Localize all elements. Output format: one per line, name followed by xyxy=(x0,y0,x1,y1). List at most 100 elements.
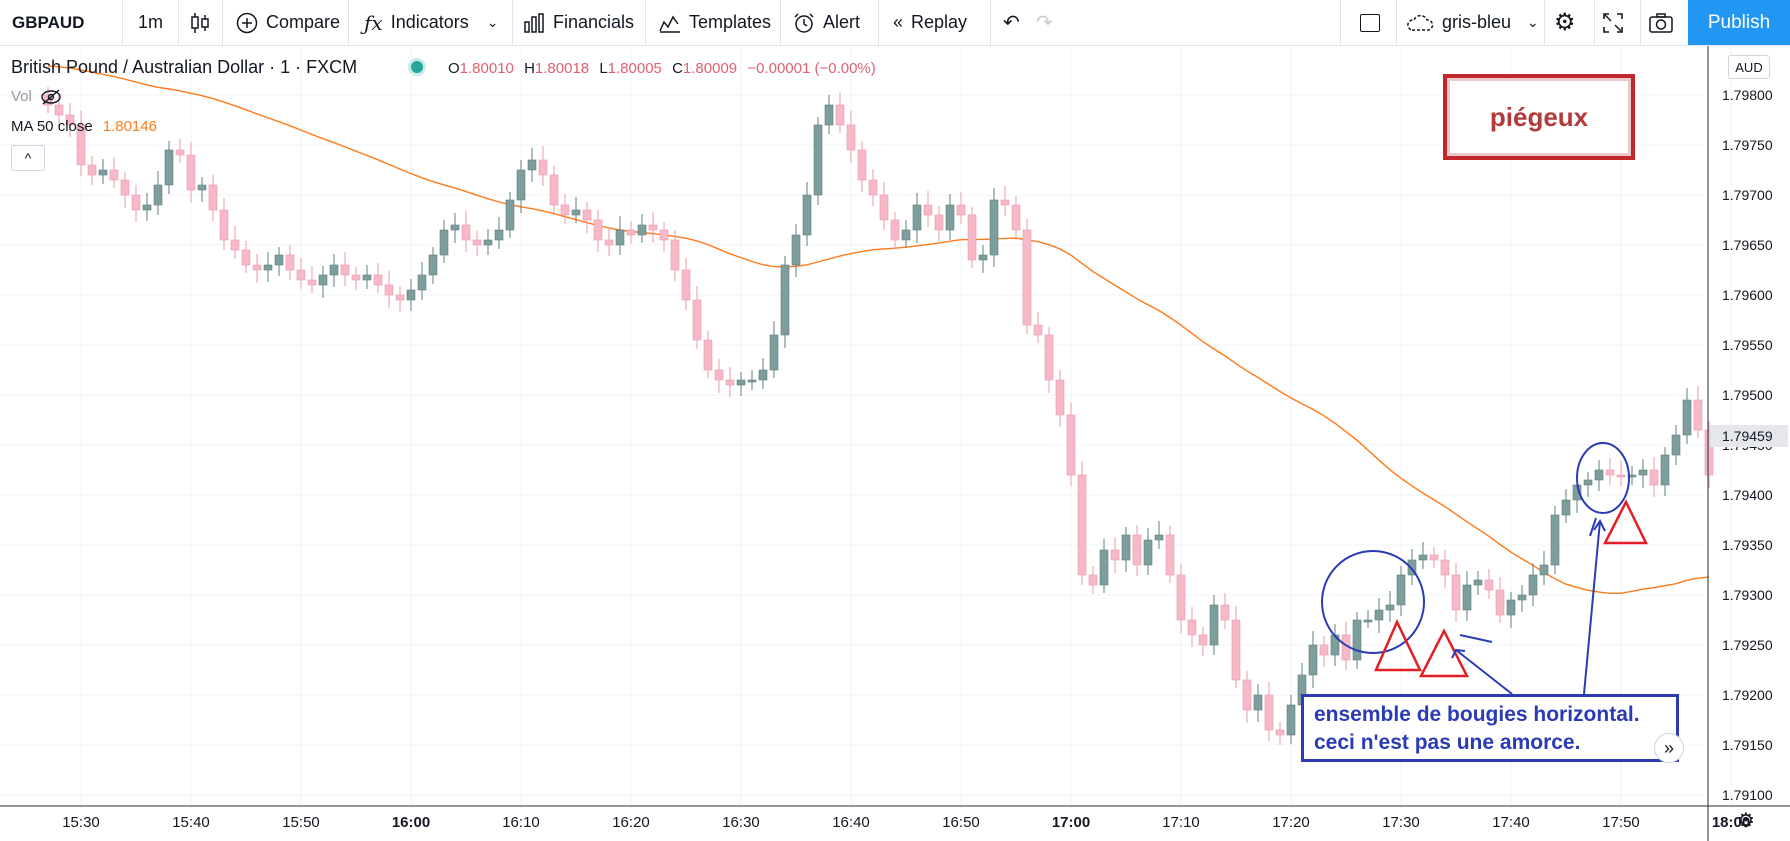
price-axis[interactable]: 1.79800 1.79750 1.79700 1.79650 1.79600 1.795… xyxy=(1707,46,1788,841)
candle-body xyxy=(1066,414,1076,476)
double-chevron-right-icon: » xyxy=(1663,737,1674,758)
market-status-dot xyxy=(411,61,423,73)
snapshot-button[interactable] xyxy=(1648,0,1674,45)
candle-body xyxy=(263,264,273,271)
candle-body xyxy=(758,369,768,381)
templates-label: Templates xyxy=(689,12,772,32)
open-value: 1.80010 xyxy=(459,60,514,77)
compare-button[interactable]: Compare xyxy=(236,0,340,45)
axis-settings-button[interactable]: ⚙ xyxy=(1737,808,1755,833)
gear-icon: ⚙ xyxy=(1554,9,1576,36)
candle-body xyxy=(1561,499,1571,516)
current-price-tag xyxy=(1710,425,1788,447)
ma-value: 1.80146 xyxy=(102,118,157,135)
annotation-title-box[interactable]: piégeux xyxy=(1443,74,1635,160)
symbol-search-button[interactable]: GBPAUD xyxy=(12,0,84,45)
change-value: −0.00001 (−0.00%) xyxy=(747,60,876,77)
candle-body xyxy=(428,254,438,276)
candle-body xyxy=(1473,579,1483,586)
candle-body xyxy=(175,149,185,156)
cloud-icon xyxy=(1407,14,1434,31)
candle-body xyxy=(725,379,735,386)
candle-body xyxy=(1132,534,1142,566)
replay-button[interactable]: « Replay xyxy=(893,0,967,45)
candle-body xyxy=(340,264,350,276)
candle-body xyxy=(1407,559,1417,576)
candle-body xyxy=(637,224,647,236)
candle-body xyxy=(373,274,383,286)
fullscreen-button[interactable] xyxy=(1602,0,1624,45)
annotation-triangle xyxy=(1602,499,1649,545)
redo-button[interactable]: ↷ xyxy=(1036,0,1053,45)
publish-button[interactable]: Publish xyxy=(1688,0,1790,45)
price-tick-label: 1.79800 xyxy=(1722,87,1773,103)
chevron-down-icon: ⌄ xyxy=(1527,14,1539,30)
time-tick-label: 17:50 xyxy=(1602,814,1640,831)
time-tick-label: 18:00 xyxy=(1712,814,1750,831)
candle-body xyxy=(1110,549,1120,561)
annotation-arrow-head xyxy=(1593,519,1606,532)
financials-button[interactable]: Financials xyxy=(523,0,634,45)
undo-button[interactable]: ↶ xyxy=(1003,0,1020,45)
close-key: C xyxy=(672,60,683,77)
time-tick-label: 17:20 xyxy=(1272,814,1310,831)
price-chart[interactable]: 1.79800 1.79750 1.79700 1.79650 1.79600 1.795… xyxy=(0,46,1790,841)
candle-body xyxy=(857,149,867,181)
hidden-eye-icon[interactable] xyxy=(40,89,62,105)
candle-body xyxy=(87,164,97,176)
scroll-to-realtime-button[interactable]: » xyxy=(1654,733,1684,763)
candle-body xyxy=(1451,574,1461,611)
time-axis[interactable]: 15:30 15:40 15:50 16:00 16:10 16:20 16:30 16:40… xyxy=(0,805,1790,831)
add-circle-icon xyxy=(236,12,258,33)
candle-body xyxy=(131,194,141,211)
chart-type-button[interactable] xyxy=(190,0,210,45)
annotation-drawings xyxy=(1321,442,1649,695)
currency-badge[interactable]: AUD xyxy=(1728,55,1770,79)
candle-body xyxy=(615,229,625,246)
annotation-note-box[interactable]: ensemble de bougies horizontal. ceci n'e… xyxy=(1301,694,1679,762)
square-icon xyxy=(1360,13,1380,32)
candle-body xyxy=(252,264,262,271)
ma-polyline xyxy=(47,65,1710,595)
fullscreen-select-button[interactable] xyxy=(1360,0,1380,45)
symbol-label: GBPAUD xyxy=(12,12,85,32)
candle-body xyxy=(1077,474,1087,576)
price-tick-label: 1.79700 xyxy=(1722,187,1773,203)
candle-body xyxy=(692,299,702,341)
candle-body xyxy=(296,269,306,281)
candle-body xyxy=(417,274,427,291)
candle-body xyxy=(395,294,405,301)
candle-body xyxy=(1539,564,1549,576)
candle-body xyxy=(197,184,207,191)
interval-button[interactable]: 1m xyxy=(138,0,163,45)
volume-legend[interactable]: Vol xyxy=(11,88,62,105)
candle-body xyxy=(571,209,581,216)
settings-button[interactable]: ⚙ xyxy=(1554,0,1576,45)
candle-body xyxy=(670,239,680,271)
candle-body xyxy=(318,274,328,286)
compare-label: Compare xyxy=(266,12,341,32)
ma-legend[interactable]: MA 50 close 1.80146 xyxy=(11,118,157,135)
candle-body xyxy=(241,249,251,266)
candle-body xyxy=(98,169,108,176)
layout-menu-button[interactable]: gris-bleu ⌄ xyxy=(1406,0,1539,45)
close-value: 1.80009 xyxy=(682,60,738,77)
alert-button[interactable]: Alert xyxy=(793,0,860,45)
candle-body xyxy=(1418,554,1428,561)
candle-body xyxy=(483,239,493,246)
candle-body xyxy=(1660,454,1670,486)
candle-body xyxy=(879,194,889,221)
publish-label: Publish xyxy=(1707,11,1771,33)
candle-body xyxy=(274,254,284,266)
templates-button[interactable]: Templates xyxy=(659,0,771,45)
candle-body xyxy=(1011,204,1021,231)
time-tick-label: 15:30 xyxy=(62,814,100,831)
indicators-button[interactable]: ƒx Indicators ⌄ xyxy=(364,0,498,45)
candle-body xyxy=(1693,399,1703,431)
candle-body xyxy=(1308,644,1318,676)
candle-body xyxy=(230,239,240,251)
chevron-up-icon: ^ xyxy=(24,150,32,166)
symbol-legend-title[interactable]: British Pound / Australian Dollar · 1 · … xyxy=(11,57,358,77)
collapse-legend-button[interactable]: ^ xyxy=(11,145,45,171)
candle-body xyxy=(219,209,229,241)
